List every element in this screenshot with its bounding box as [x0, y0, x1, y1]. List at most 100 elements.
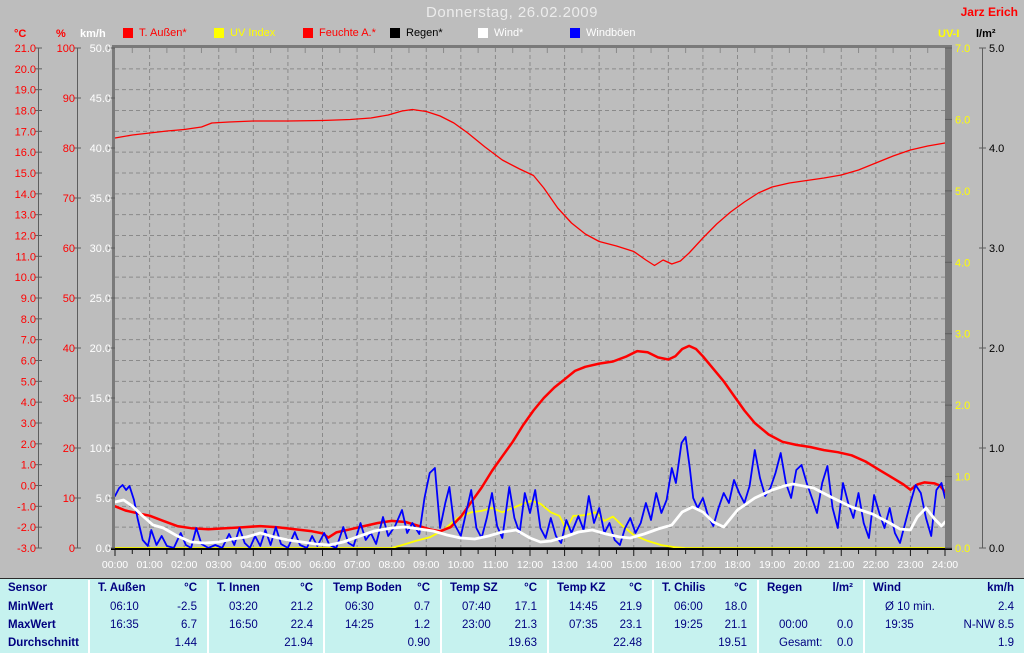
y-axis-tick-label: 70	[63, 193, 75, 205]
x-axis-tick-label: 03:00	[206, 559, 232, 571]
y-axis-tick-label: 4.0	[21, 397, 36, 409]
y-axis-tick-label: 90	[63, 93, 75, 105]
table-cell-right: km/h	[987, 582, 1014, 594]
legend-item-2: UV Index	[214, 26, 275, 40]
legend-swatch-icon	[214, 28, 224, 38]
table-cell-left	[98, 635, 110, 653]
y-axis-tick-label: 5.0	[989, 43, 1004, 55]
y-axis-tick-label: 10.0	[15, 272, 36, 284]
y-axis-tick-label: 35.0	[90, 193, 111, 205]
y-axis-tick-label: 21.0	[15, 43, 36, 55]
legend-label: Windböen	[586, 27, 636, 39]
table-row-label: Durchschnitt	[8, 637, 79, 649]
x-axis-tick-label: 05:00	[275, 559, 301, 571]
table-cell-right: 22.48	[613, 637, 642, 649]
table-cell-right: 22.4	[290, 619, 313, 631]
table-cell-wind: 1.9	[863, 635, 1024, 653]
table-cell-left	[450, 635, 462, 653]
y-axis-tick-label: 0.0	[21, 481, 36, 493]
table-cell-tempsz: 07:40 17.1	[440, 599, 547, 617]
table-cell-tempboden: 0.90	[323, 635, 440, 653]
x-axis-tick-label: 17:00	[690, 559, 716, 571]
y-axis-tick-label: -1.0	[17, 501, 36, 513]
x-axis-tick-label: 06:00	[309, 559, 335, 571]
table-cell-regen: Regen l/m²	[757, 580, 863, 599]
x-axis-tick-label: 16:00	[655, 559, 681, 571]
y-axis-tick-label: 45.0	[90, 93, 111, 105]
table-cell-right: 23.1	[619, 619, 642, 631]
y-axis-tick-label: -3.0	[17, 543, 36, 555]
x-axis-tick-label: 02:00	[171, 559, 197, 571]
table-cell-right: 2.4	[998, 601, 1014, 613]
table-cell-left	[333, 635, 345, 653]
y-axis-tick-label: 4.0	[989, 143, 1004, 155]
table-cell-regen: 00:00 0.0	[757, 617, 863, 635]
axis-unit-uvi: UV-I	[938, 28, 960, 40]
x-axis-tick-label: 04:00	[240, 559, 266, 571]
y-axis-tick-label: 3.0	[21, 418, 36, 430]
legend-item-5: Wind*	[478, 26, 523, 40]
series-line-feuchtea	[114, 108, 946, 267]
table-cell-left: 16:35	[110, 619, 139, 631]
y-axis-tick-label: 40	[63, 343, 75, 355]
x-axis-tick-label: 18:00	[724, 559, 750, 571]
table-cell-wind: 19:35 N-NW 8.5	[863, 617, 1024, 635]
table-cell-left: 06:30	[345, 601, 374, 613]
series-line-tauen	[113, 344, 947, 539]
table-cell-right: 18.0	[724, 601, 747, 613]
table-cell-left: 14:45	[569, 601, 598, 613]
table-cell-left	[767, 599, 779, 617]
table-cell-right: °C	[300, 582, 313, 594]
table-cell-left	[662, 635, 674, 653]
x-axis-tick-label: 12:00	[517, 559, 543, 571]
table-cell-left: 00:00	[779, 619, 808, 631]
y-axis-tick-label: 1.0	[989, 443, 1004, 455]
sensor-summary-table: Sensor T. Außen °C T. Innen °C Temp Boden °C Te…	[0, 578, 1024, 653]
x-axis-tick-label: 19:00	[759, 559, 785, 571]
y-axis-tick-label: 8.0	[21, 314, 36, 326]
table-cell-right: °C	[734, 582, 747, 594]
table-cell-tchilis: 19:25 21.1	[652, 617, 757, 635]
y-axis-tick-label: 1.0	[955, 472, 970, 484]
x-axis-tick-label: 01:00	[136, 559, 162, 571]
y-axis-tick-label: 7.0	[955, 43, 970, 55]
table-cell-left: T. Chilis	[662, 582, 706, 594]
table-cell-tauen: 1.44	[88, 635, 207, 653]
table-cell-right: °C	[184, 582, 197, 594]
table-cell-left: 14:25	[345, 619, 374, 631]
table-cell-tauen: T. Außen °C	[88, 580, 207, 599]
legend-label: Wind*	[494, 27, 524, 39]
x-axis-tick-label: 13:00	[551, 559, 577, 571]
y-axis-tick-label: 20	[63, 443, 75, 455]
table-row-label: Sensor	[8, 582, 47, 594]
y-axis-tick-label: 1.0	[21, 460, 36, 472]
table-cell-tinnen: 03:20 21.2	[207, 599, 323, 617]
table-cell-left	[873, 635, 885, 653]
legend-swatch-icon	[478, 28, 488, 38]
y-axis-tick-label: 12.0	[15, 231, 36, 243]
y-axis-tick-label: 20.0	[90, 343, 111, 355]
legend-label: T. Außen*	[139, 27, 187, 39]
y-axis-tick-label: 16.0	[15, 147, 36, 159]
table-cell-left: 16:50	[229, 619, 258, 631]
y-axis-tick-label: 3.0	[989, 243, 1004, 255]
table-cell-tchilis: T. Chilis °C	[652, 580, 757, 599]
y-axis-tick-label: 50.0	[90, 43, 111, 55]
table-cell-tempkz: 07:35 23.1	[547, 617, 652, 635]
y-axis-tick-label: 2.0	[21, 439, 36, 451]
y-axis-tick-label: 50	[63, 293, 75, 305]
y-axis-tick-label: 19.0	[15, 85, 36, 97]
x-axis-tick-label: 14:00	[586, 559, 612, 571]
table-cell-right: 21.94	[284, 637, 313, 649]
x-axis-tick-label: 24:00	[932, 559, 958, 571]
y-axis-tick-label: 5.0	[21, 376, 36, 388]
table-cell-right: N-NW 8.5	[963, 619, 1014, 631]
table-cell-tempsz: 19.63	[440, 635, 547, 653]
table-cell-tinnen: T. Innen °C	[207, 580, 323, 599]
table-cell-tempkz: 14:45 21.9	[547, 599, 652, 617]
legend-item-1: T. Außen*	[123, 26, 187, 40]
table-cell-left: Gesamt:	[779, 637, 823, 649]
table-cell-right: 21.1	[724, 619, 747, 631]
table-cell-right: 0.7	[414, 601, 430, 613]
axis-unit-lm2: l/m²	[976, 28, 996, 40]
